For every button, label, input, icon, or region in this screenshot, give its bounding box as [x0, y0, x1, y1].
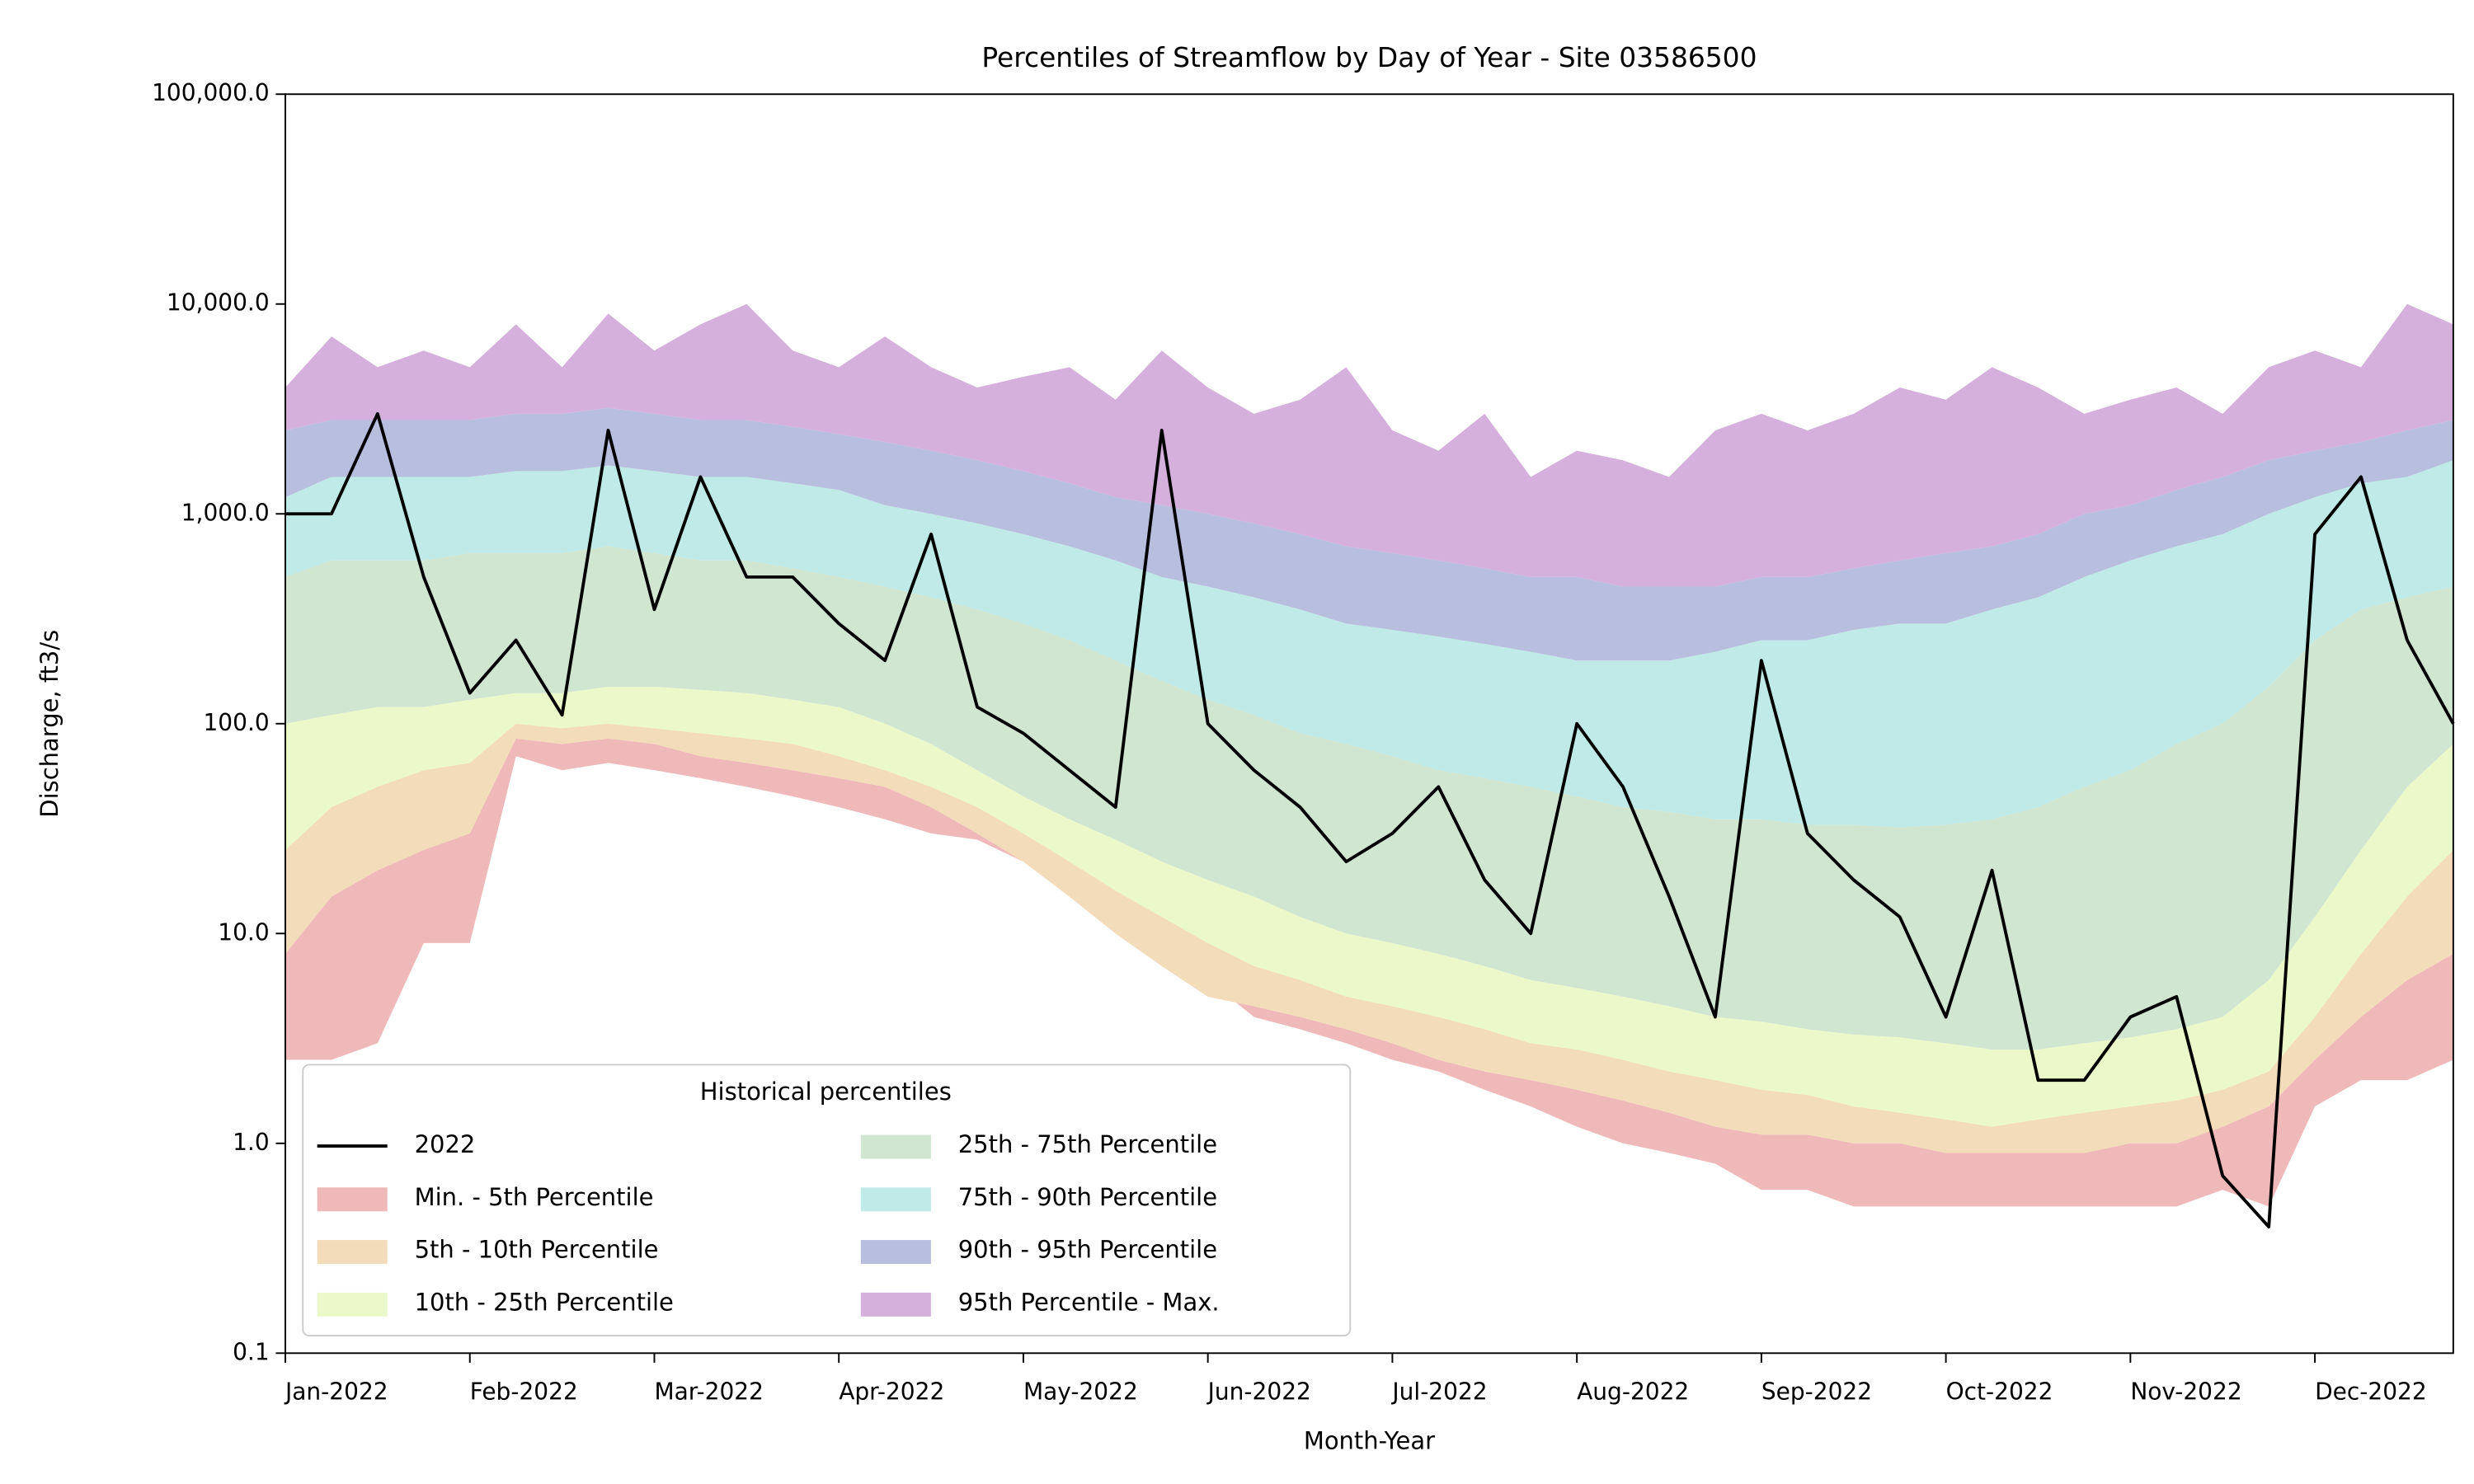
x-tick-label: Dec-2022: [2315, 1378, 2427, 1406]
x-tick-label: Feb-2022: [470, 1378, 578, 1406]
y-tick-label: 100.0: [203, 709, 269, 736]
legend-label: 75th - 90th Percentile: [958, 1183, 1217, 1211]
legend-swatch: [860, 1240, 931, 1265]
x-tick-label: Jul-2022: [1390, 1378, 1487, 1406]
legend-label: 25th - 75th Percentile: [958, 1130, 1217, 1158]
x-tick-label: Aug-2022: [1577, 1378, 1689, 1406]
legend-swatch: [317, 1240, 388, 1265]
legend: Historical percentiles 2022 Min. - 5th Pe…: [302, 1064, 1352, 1337]
legend-label: 2022: [415, 1130, 476, 1158]
percentile-band: [285, 303, 2453, 587]
plot-area: [285, 303, 2455, 1229]
legend-swatch: [860, 1187, 931, 1212]
y-tick-label: 1,000.0: [181, 499, 270, 526]
legend-label: 95th Percentile - Max.: [958, 1288, 1220, 1316]
x-tick-label: Sep-2022: [1761, 1378, 1872, 1406]
x-tick-label: Jun-2022: [1206, 1378, 1311, 1406]
y-tick-label: 10,000.0: [167, 289, 270, 317]
y-tick-label: 0.1: [233, 1338, 270, 1365]
y-tick-label: 10.0: [218, 918, 269, 946]
legend-label: 90th - 95th Percentile: [958, 1236, 1217, 1264]
legend-swatch: [317, 1187, 388, 1212]
x-tick-label: Oct-2022: [1946, 1378, 2053, 1406]
percentile-band: [285, 407, 2453, 661]
legend-swatch: [317, 1292, 388, 1317]
legend-label: 5th - 10th Percentile: [415, 1236, 659, 1264]
percentile-band: [285, 686, 2453, 1127]
x-tick-label: Mar-2022: [654, 1378, 763, 1406]
y-tick-label: 1.0: [233, 1129, 270, 1156]
x-tick-label: Nov-2022: [2130, 1378, 2241, 1406]
x-tick-label: Jan-2022: [284, 1378, 388, 1406]
percentile-band: [285, 546, 2453, 1050]
legend-swatch: [860, 1292, 931, 1317]
percentile-band: [285, 738, 2453, 1207]
percentile-band: [285, 723, 2453, 1153]
percentile-band: [285, 460, 2453, 828]
x-axis-label: Month-Year: [1304, 1427, 1435, 1455]
x-tick-label: Apr-2022: [839, 1378, 944, 1406]
series-line: [285, 411, 2455, 1229]
legend-label: Min. - 5th Percentile: [415, 1183, 654, 1211]
y-tick-label: 100,000.0: [152, 79, 270, 106]
legend-label: 10th - 25th Percentile: [415, 1288, 674, 1316]
legend-box: [302, 1064, 1352, 1337]
x-tick-label: May-2022: [1023, 1378, 1138, 1406]
legend-title: Historical percentiles: [700, 1078, 952, 1106]
y-axis-label: Discharge, ft3/s: [35, 630, 63, 818]
chart-title: Percentiles of Streamflow by Day of Year…: [981, 41, 1757, 73]
legend-swatch: [860, 1134, 931, 1159]
